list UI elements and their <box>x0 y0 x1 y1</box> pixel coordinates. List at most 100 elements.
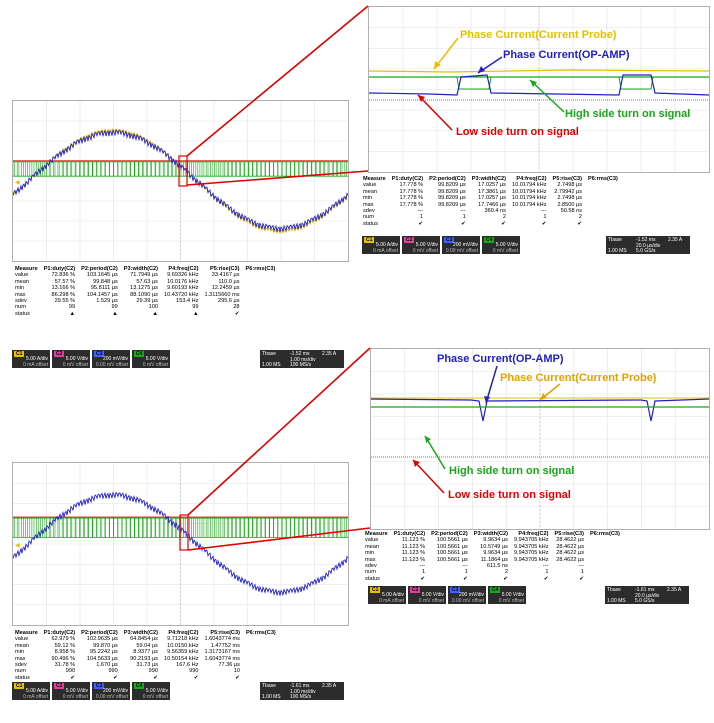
channel-descriptor[interactable]: C4 5.00 V/div 0 mV offset <box>132 682 170 700</box>
measure-cell: 99 <box>111 304 118 311</box>
measure-cell: value <box>15 636 29 643</box>
measure-cell: 1.529 µs <box>96 298 118 305</box>
channel-offset: 0 mV offset <box>62 694 88 700</box>
channel-scale: 5.00 V/div <box>65 688 88 694</box>
measure-row: sdev 29.55 % 1.529 µs 29.39 µs 153.4 Hz 295.6… <box>12 298 278 304</box>
top-callout-low-side: Low side turn on signal <box>456 126 579 138</box>
measure-cell: 57.63 µs <box>136 278 158 285</box>
measure-cell: 2 <box>504 569 508 576</box>
measure-cell: 13.1275 µs <box>130 285 158 292</box>
measure-header: Measure <box>365 531 388 537</box>
channel-offset: 0.00 mV offset <box>445 248 478 254</box>
measure-cell: 17.0257 µs <box>478 182 506 189</box>
channel-descriptor[interactable]: C1 5.00 A/div 0 mA offset <box>12 682 50 700</box>
measure-cell: 9.56359 kHz <box>167 649 199 656</box>
measure-cell: value <box>363 182 377 189</box>
top-main-measure-table: Measure P1:duty(C2) P2:period(C2) P3:width(… <box>12 266 278 317</box>
timebase-rate: 1.00 MS <box>608 248 627 254</box>
channel-descriptor[interactable]: C3 200 mV/div 0.00 mV offset <box>442 236 480 254</box>
measure-cell: status <box>365 575 380 582</box>
channel-scale: 5.00 V/div <box>415 242 438 248</box>
measure-header: P2:period(C2) <box>429 176 466 182</box>
channel-descriptor[interactable]: C4 5.00 V/div 0 mV offset <box>488 586 526 604</box>
channel-descriptor[interactable]: C1 5.00 A/div 0 mA offset <box>362 236 400 254</box>
measure-cell: 104.1457 µs <box>86 291 118 298</box>
measure-cell: 28.4622 µs <box>556 543 585 550</box>
channel-tag: C2 <box>404 237 415 243</box>
channel-descriptor[interactable]: C2 5.00 V/div 0 mV offset <box>52 682 90 700</box>
bottom-arrow-high-side <box>424 435 446 470</box>
measure-cell: 9.60193 kHz <box>167 285 199 292</box>
measure-cell: max <box>365 556 376 563</box>
timebase-label: Tbase <box>607 587 621 593</box>
measure-cell: 71.7949 µs <box>130 272 158 279</box>
top-callout-current-probe: Phase Current(Current Probe) <box>460 29 617 41</box>
measure-cell: 2.79942 µs <box>554 188 583 195</box>
measure-header: P4:freq(C2) <box>168 630 199 636</box>
channel-descriptor[interactable]: C1 5.00 A/div 0 mA offset <box>12 350 50 368</box>
top-zoom-connector-lower <box>186 170 369 186</box>
measure-cell: 1.6043774 ms <box>204 655 240 662</box>
measure-cell: 611.5 ns <box>486 563 508 570</box>
waveform-svg: ◀ <box>13 101 348 261</box>
measure-header: Measure <box>363 176 386 182</box>
channel-descriptor[interactable]: C3 200 mV/div 0.00 mV offset <box>92 682 130 700</box>
measure-cell: 10.0150 kHz <box>167 642 199 649</box>
measure-cell: ✔ <box>70 674 76 681</box>
measure-cell: max <box>15 291 26 298</box>
measure-cell: ✔ <box>463 575 468 582</box>
measure-cell: 28.4622 µs <box>556 537 585 544</box>
channel-tag: C1 <box>364 237 375 243</box>
timebase-sr: 100 MS/s <box>290 694 312 700</box>
bottom-main-measure-table: Measure P1:duty(C2) P2:period(C2) P3:width(… <box>12 630 279 681</box>
measure-cell: 9.943705 kHz <box>513 537 549 544</box>
measure-row: sdev 31.78 % 1.670 µs 31.73 µs 167.6 Hz 77.36… <box>12 662 279 668</box>
measure-cell: --- <box>540 208 547 215</box>
timebase-div: 1.00 ms/div <box>290 357 316 363</box>
measure-cell: 10.01794 kHz <box>511 182 547 189</box>
timebase-t: -1.52 ms <box>290 351 310 357</box>
timebase-rate: 1.00 MS <box>262 694 281 700</box>
measure-cell: 99 <box>68 304 76 311</box>
channel-descriptor[interactable]: C3 200 mV/div 0.00 mV offset <box>92 350 130 368</box>
measure-cell: 1 <box>419 214 424 221</box>
top-zoom-timebase: Tbase -1.52 ms 20.0 µs/div 1.00 MS 5.0 GS/s 2… <box>606 236 690 254</box>
channel-tag: C1 <box>370 587 381 593</box>
measure-cell: 13.166 % <box>51 285 76 292</box>
channel-tag: C3 <box>94 351 105 357</box>
measure-row: max 90.496 % 104.5633 µs 90.2193 µs 10.50154… <box>12 656 279 662</box>
channel-scale: 5.00 A/div <box>26 688 48 694</box>
channel-descriptor[interactable]: C2 5.00 V/div 0 mV offset <box>52 350 90 368</box>
channel-descriptor[interactable]: C4 5.00 V/div 0 mV offset <box>482 236 520 254</box>
measure-cell: 59.12 % <box>54 642 76 649</box>
bottom-zoom-channel-bar: C1 5.00 A/div 0 mA offset C2 5.00 V/div 0 mV … <box>368 586 526 604</box>
measure-row: value 17.778 % 99.8209 µs 17.0257 µs 10.0179… <box>360 182 621 188</box>
channel-descriptor[interactable]: C3 200 mV/div 0.00 mV offset <box>448 586 486 604</box>
bottom-zoom-measure-table: Measure P1:duty(C2) P2:period(C2) P3:width(… <box>362 531 623 582</box>
timebase-rate: 1.00 MS <box>607 598 626 604</box>
measure-row: min 13.166 % 95.8111 µs 13.1275 µs 9.60193 k… <box>12 285 278 291</box>
timebase-sr: 5.0 GS/s <box>636 248 656 254</box>
pwm-high-side-trace <box>13 161 347 177</box>
measure-header: P4:freq(C2) <box>168 266 199 272</box>
measure-cell: 9.943705 kHz <box>513 543 549 550</box>
measure-cell: 990 <box>148 668 158 675</box>
channel-offset: 0 mV offset <box>62 362 88 368</box>
channel-descriptor[interactable]: C1 5.00 A/div 0 mA offset <box>368 586 406 604</box>
measure-cell: ✔ <box>234 310 240 317</box>
channel-descriptor[interactable]: C2 5.00 V/div 0 mV offset <box>408 586 446 604</box>
measure-cell: 17.778 % <box>399 188 424 195</box>
measure-cell: 28.4622 µs <box>556 556 585 563</box>
measure-row: max 86.298 % 104.1457 µs 88.1090 µs 10.43720… <box>12 292 278 298</box>
channel-descriptor[interactable]: C4 5.00 V/div 0 mV offset <box>132 350 170 368</box>
channel-descriptor[interactable]: C2 5.00 V/div 0 mV offset <box>402 236 440 254</box>
measure-cell: 17.0257 µs <box>478 195 506 202</box>
measure-row: min 17.778 % 99.8209 µs 17.0257 µs 10.01794 … <box>360 195 621 201</box>
channel-tag: C4 <box>490 587 501 593</box>
measure-cell: 33.4167 µs <box>211 272 240 279</box>
measure-cell: min <box>363 195 373 202</box>
measure-cell: 1 <box>421 569 426 576</box>
measure-cell: 100 <box>148 304 158 311</box>
measure-cell: ▲ <box>112 310 118 317</box>
measure-cell: 10.5749 µs <box>480 543 508 550</box>
